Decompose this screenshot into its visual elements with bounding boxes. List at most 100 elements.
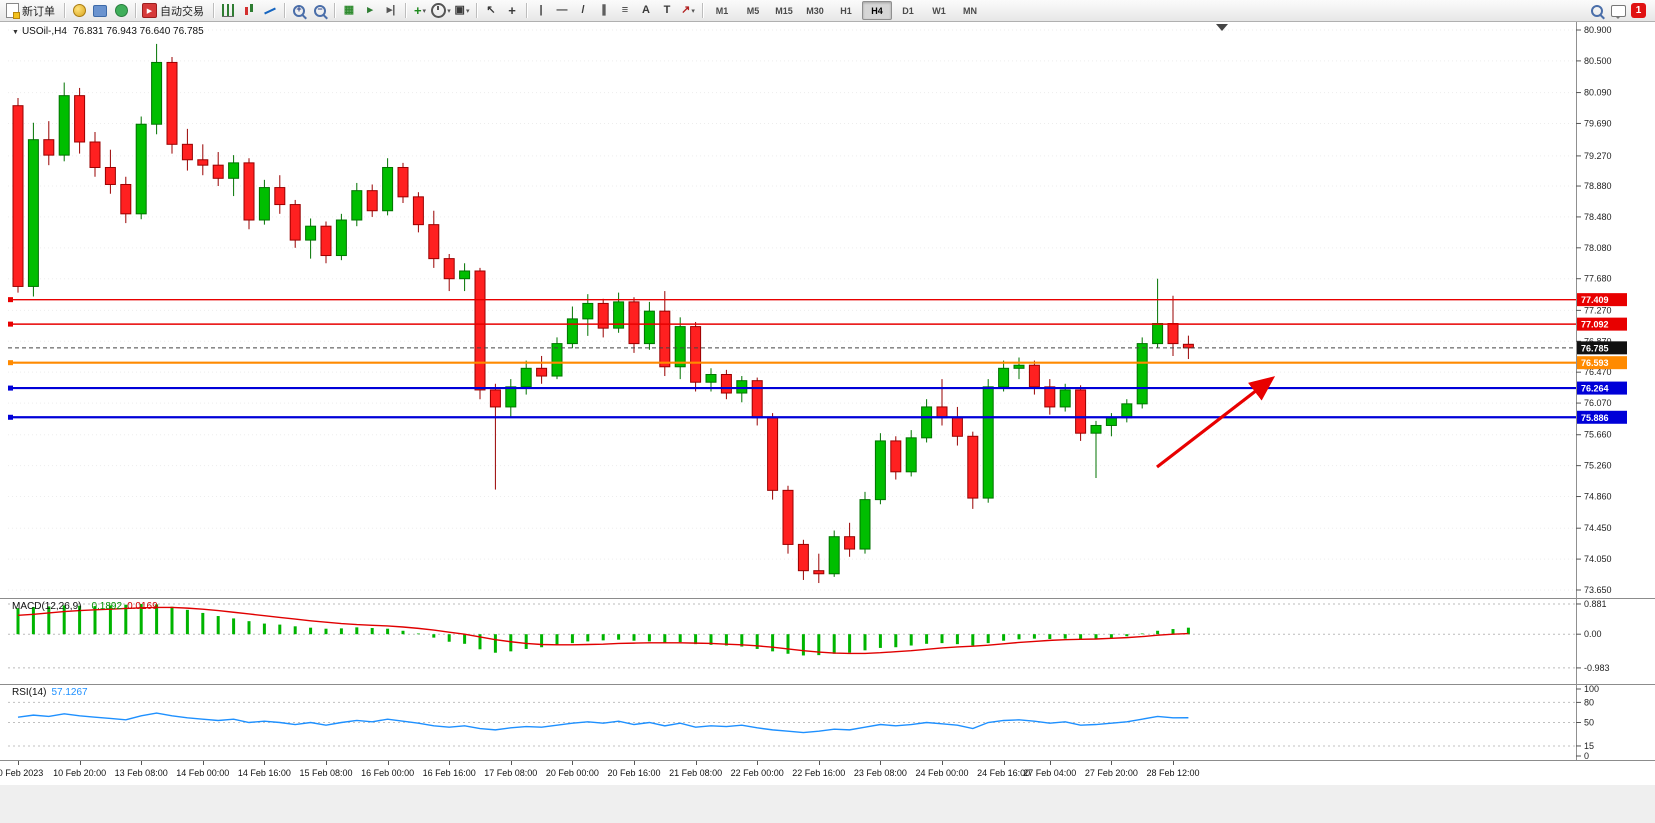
- candle: [828, 536, 840, 575]
- candle: [166, 61, 178, 145]
- time-tick: [880, 761, 882, 765]
- vertical-line-tool-icon[interactable]: |: [539, 4, 543, 16]
- toolbar-separator: [284, 3, 285, 18]
- cursor-icon[interactable]: ↖: [486, 4, 496, 16]
- status-area: [0, 784, 1655, 823]
- horizontal-line-tool-icon[interactable]: —: [556, 4, 568, 16]
- autoscroll-icon[interactable]: ▸: [367, 4, 373, 16]
- time-axis[interactable]: 10 Feb 2023 10 Feb 20:00 13 Feb 08:00 14 Fe…: [0, 760, 1655, 785]
- hline-price-label: [1577, 356, 1627, 370]
- candle: [566, 318, 578, 345]
- candle: [751, 380, 763, 419]
- line-chart-icon[interactable]: [260, 2, 280, 20]
- time-axis-label: 22 Feb 16:00: [792, 768, 846, 778]
- macd-header: MACD(12,26,9) 0.1892 0.0169: [12, 601, 158, 612]
- channel-tool-icon[interactable]: ∥: [601, 4, 607, 16]
- timeframe-d1-button[interactable]: D1: [902, 5, 914, 16]
- svg-text:76.593: 76.593: [1581, 358, 1609, 368]
- candle: [305, 225, 317, 241]
- market-watch-icon[interactable]: [69, 2, 89, 20]
- trend-arrow-annotation[interactable]: [1156, 376, 1276, 469]
- zoom-out-icon[interactable]: −: [310, 2, 330, 20]
- arrows-tool-button[interactable]: ↗ ▾: [681, 4, 695, 16]
- candlestick-chart-icon[interactable]: [239, 2, 259, 20]
- time-tick: [1049, 761, 1051, 765]
- macd-axis-label: -0.983: [1584, 663, 1610, 673]
- data-window-icon[interactable]: [90, 2, 110, 20]
- rsi-panel[interactable]: 100 80 50 150: [0, 684, 1655, 760]
- line-handle[interactable]: [8, 385, 13, 391]
- macd-panel[interactable]: 0.881 0.00 -0.983: [0, 598, 1655, 684]
- timeframe-mn-button[interactable]: MN: [963, 5, 977, 16]
- candle: [366, 190, 378, 212]
- rsi-axis-label: 50: [1584, 718, 1594, 728]
- auto-trading-button[interactable]: ▶ 自动交易: [140, 2, 209, 20]
- candle: [797, 543, 809, 572]
- svg-text:77.409: 77.409: [1581, 295, 1609, 305]
- candle: [767, 417, 779, 491]
- macd-signal-line: [17, 606, 1189, 655]
- candle: [1013, 364, 1025, 369]
- add-indicator-button[interactable]: + ▾: [413, 3, 427, 18]
- time-axis-label: 23 Feb 08:00: [853, 768, 907, 778]
- candle: [351, 190, 363, 221]
- bar-chart-icon[interactable]: [218, 2, 238, 20]
- chart-collapse-icon[interactable]: ▼: [12, 29, 19, 36]
- price-chart[interactable]: 80.900 80.500 80.090 79.690 79.270 78.880 78.4…: [0, 22, 1655, 598]
- candle: [1167, 323, 1179, 345]
- candle: [1059, 389, 1071, 408]
- text-label-tool-icon[interactable]: T: [663, 4, 671, 16]
- chat-icon[interactable]: [1608, 2, 1628, 20]
- chart-shift-marker[interactable]: [1216, 24, 1228, 31]
- search-icon[interactable]: [1587, 2, 1607, 20]
- line-handle[interactable]: [8, 414, 13, 420]
- time-tick: [326, 761, 327, 765]
- candle: [412, 196, 424, 226]
- candle: [197, 159, 209, 166]
- price-axis-label: 80.500: [1584, 56, 1612, 66]
- timeframe-m30-button[interactable]: M30: [806, 5, 824, 16]
- time-axis-label: 22 Feb 00:00: [730, 768, 784, 778]
- candle: [613, 301, 625, 329]
- line-handle[interactable]: [8, 321, 13, 327]
- timeframe-m5-button[interactable]: M5: [746, 5, 760, 16]
- timeframe-h4-button[interactable]: H4: [862, 1, 892, 20]
- price-axis-label: 79.270: [1584, 151, 1612, 161]
- timeframe-m1-button[interactable]: M1: [715, 5, 729, 16]
- navigator-icon[interactable]: [111, 2, 131, 20]
- trendline-tool-icon[interactable]: /: [581, 4, 585, 16]
- candle: [551, 343, 563, 377]
- candle: [135, 123, 147, 215]
- time-tick: [757, 761, 759, 765]
- price-axis-label: 78.880: [1584, 181, 1612, 191]
- toolbar-separator: [64, 3, 65, 18]
- fibonacci-tool-icon[interactable]: ≡: [621, 4, 629, 16]
- hline-price-label: [1577, 381, 1627, 395]
- periods-button[interactable]: ▾: [431, 2, 451, 20]
- macd-axis-label: 0.881: [1584, 599, 1607, 609]
- time-tick: [387, 761, 389, 765]
- candle: [643, 310, 655, 345]
- chart-ohlc: 76.831 76.943 76.640 76.785: [72, 26, 204, 37]
- text-tool-icon[interactable]: A: [642, 4, 650, 16]
- chart-shift-icon[interactable]: ▸|: [386, 4, 396, 16]
- new-order-button[interactable]: 新订单: [4, 2, 60, 20]
- candle: [43, 139, 55, 156]
- candle: [428, 224, 440, 260]
- rsi-line: [17, 712, 1189, 734]
- line-handle[interactable]: [8, 360, 13, 366]
- hline-price-label: [1577, 317, 1627, 331]
- zoom-in-icon[interactable]: +: [289, 2, 309, 20]
- time-axis-label: 24 Feb 00:00: [915, 768, 969, 778]
- timeframe-m15-button[interactable]: M15: [775, 5, 793, 16]
- timeframe-h1-button[interactable]: H1: [840, 5, 852, 16]
- tile-windows-icon[interactable]: ▦: [343, 4, 355, 16]
- svg-text:77.092: 77.092: [1581, 320, 1609, 330]
- candle: [659, 310, 671, 368]
- candle: [813, 570, 825, 575]
- line-handle[interactable]: [8, 297, 13, 303]
- crosshair-icon[interactable]: +: [508, 3, 516, 18]
- time-axis-label: 28 Feb 12:00: [1146, 768, 1200, 778]
- templates-button[interactable]: ▣ ▾: [454, 4, 470, 16]
- timeframe-w1-button[interactable]: W1: [932, 5, 946, 16]
